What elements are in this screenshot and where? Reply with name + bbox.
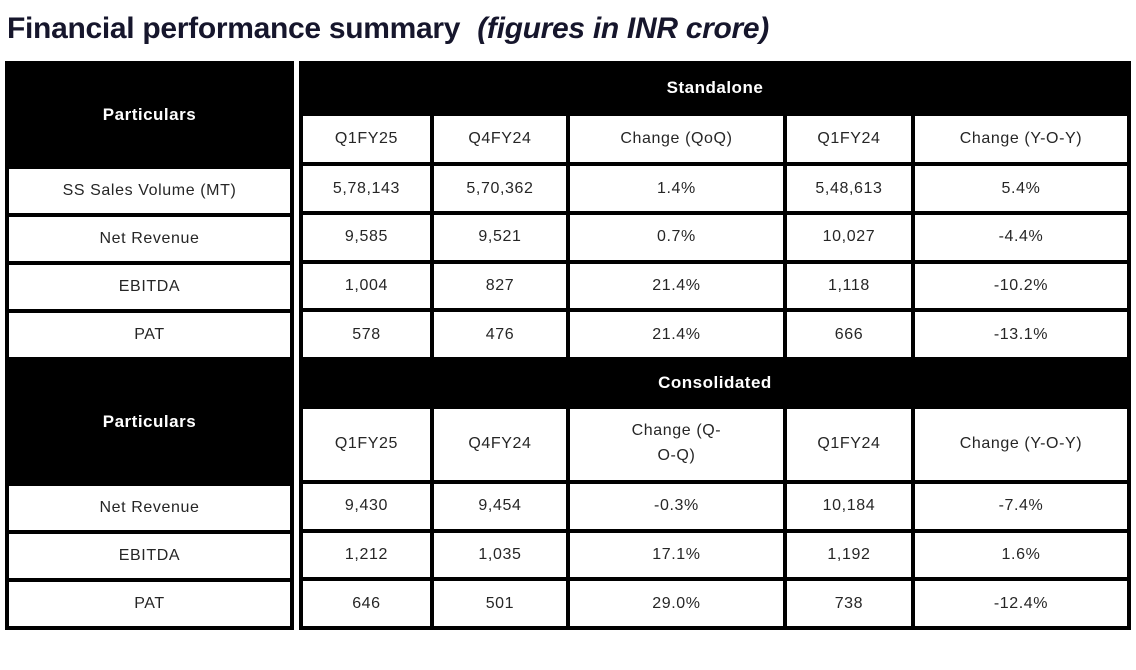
- table-cell: 666: [782, 308, 915, 361]
- table-cell: 1,118: [782, 259, 915, 313]
- col-header-change-qoq-label: Change (Q-O-Q): [631, 422, 722, 465]
- standalone-section-header: Standalone: [298, 61, 1132, 116]
- table-cell: 9,454: [429, 479, 570, 533]
- table-cell: 29.0%: [565, 577, 787, 630]
- col-header-q1fy24: Q1FY24: [782, 111, 915, 167]
- table-row: 646 501 29.0% 738 -12.4%: [298, 577, 1132, 630]
- table-cell: 501: [429, 577, 570, 630]
- table-cell: 5,48,613: [782, 162, 915, 215]
- table-cell: 578: [298, 308, 434, 361]
- row-label-cell: PAT: [5, 309, 294, 361]
- table-cell: 5.4%: [910, 162, 1132, 215]
- table-cell: -0.3%: [565, 479, 787, 533]
- table-cell: 5,70,362: [429, 162, 570, 215]
- table-cell: 476: [429, 308, 570, 361]
- col-header-change-qoq: Change (Q-O-Q): [565, 404, 787, 484]
- col-header-q4fy24: Q4FY24: [429, 404, 570, 484]
- page: Financial performance summary (figures i…: [5, 12, 1132, 630]
- row-label-cell: PAT: [5, 578, 294, 630]
- standalone-particulars-header: Particulars: [5, 61, 294, 169]
- table-cell: 17.1%: [565, 528, 787, 582]
- col-header-change-yoy: Change (Y-O-Y): [910, 404, 1132, 484]
- table-row: 1,212 1,035 17.1% 1,192 1.6%: [298, 528, 1132, 582]
- table-cell: 21.4%: [565, 308, 787, 361]
- table-cell: 9,585: [298, 211, 434, 264]
- col-header-q4fy24: Q4FY24: [429, 111, 570, 167]
- table-cell: -13.1%: [910, 308, 1132, 361]
- column-gap: [293, 357, 299, 630]
- table-cell: 21.4%: [565, 259, 787, 313]
- col-header-q1fy25: Q1FY25: [298, 111, 434, 167]
- table-cell: 9,430: [298, 479, 434, 533]
- table-cell: 1,212: [298, 528, 434, 582]
- consolidated-particulars-header: Particulars: [5, 357, 294, 486]
- col-header-q1fy24: Q1FY24: [782, 404, 915, 484]
- row-label-cell: SS Sales Volume (MT): [5, 165, 294, 217]
- table-cell: 5,78,143: [298, 162, 434, 215]
- standalone-section: Particulars SS Sales Volume (MT) Net Rev…: [5, 61, 1132, 361]
- table-row: 9,585 9,521 0.7% 10,027 -4.4%: [298, 211, 1132, 264]
- row-label-cell: EBITDA: [5, 530, 294, 582]
- table-row: 1,004 827 21.4% 1,118 -10.2%: [298, 259, 1132, 313]
- table-cell: 9,521: [429, 211, 570, 264]
- col-header-change-yoy: Change (Y-O-Y): [910, 111, 1132, 167]
- table-cell: -7.4%: [910, 479, 1132, 533]
- table-cell: 738: [782, 577, 915, 630]
- col-header-q1fy25: Q1FY25: [298, 404, 434, 484]
- table-cell: 1.4%: [565, 162, 787, 215]
- table-cell: 10,184: [782, 479, 915, 533]
- table-row: 5,78,143 5,70,362 1.4% 5,48,613 5.4%: [298, 162, 1132, 215]
- consolidated-section: Particulars Net Revenue EBITDA PAT Conso…: [5, 357, 1132, 630]
- page-title: Financial performance summary (figures i…: [7, 12, 1131, 46]
- table-cell: 10,027: [782, 211, 915, 264]
- table-cell: -4.4%: [910, 211, 1132, 264]
- consolidated-section-header: Consolidated: [298, 357, 1132, 409]
- row-label-cell: EBITDA: [5, 261, 294, 313]
- table-cell: 0.7%: [565, 211, 787, 264]
- row-label-cell: Net Revenue: [5, 482, 294, 534]
- col-header-change-qoq: Change (QoQ): [565, 111, 787, 167]
- table-cell: 1.6%: [910, 528, 1132, 582]
- page-title-note: (figures in INR crore): [477, 12, 769, 45]
- consolidated-particulars-table: Particulars Net Revenue EBITDA PAT: [5, 357, 294, 630]
- table-cell: 646: [298, 577, 434, 630]
- table-cell: -12.4%: [910, 577, 1132, 630]
- table-cell: 827: [429, 259, 570, 313]
- consolidated-data-table: Consolidated Q1FY25 Q4FY24 Change (Q-O-Q…: [298, 357, 1132, 630]
- standalone-data-table: Standalone Q1FY25 Q4FY24 Change (QoQ) Q1…: [298, 61, 1132, 361]
- table-row: 578 476 21.4% 666 -13.1%: [298, 308, 1132, 361]
- table-cell: -10.2%: [910, 259, 1132, 313]
- column-gap: [293, 61, 299, 361]
- table-cell: 1,192: [782, 528, 915, 582]
- row-label-cell: Net Revenue: [5, 213, 294, 265]
- table-row: 9,430 9,454 -0.3% 10,184 -7.4%: [298, 479, 1132, 533]
- table-cell: 1,035: [429, 528, 570, 582]
- table-cell: 1,004: [298, 259, 434, 313]
- page-title-main: Financial performance summary: [7, 12, 461, 45]
- standalone-particulars-table: Particulars SS Sales Volume (MT) Net Rev…: [5, 61, 294, 361]
